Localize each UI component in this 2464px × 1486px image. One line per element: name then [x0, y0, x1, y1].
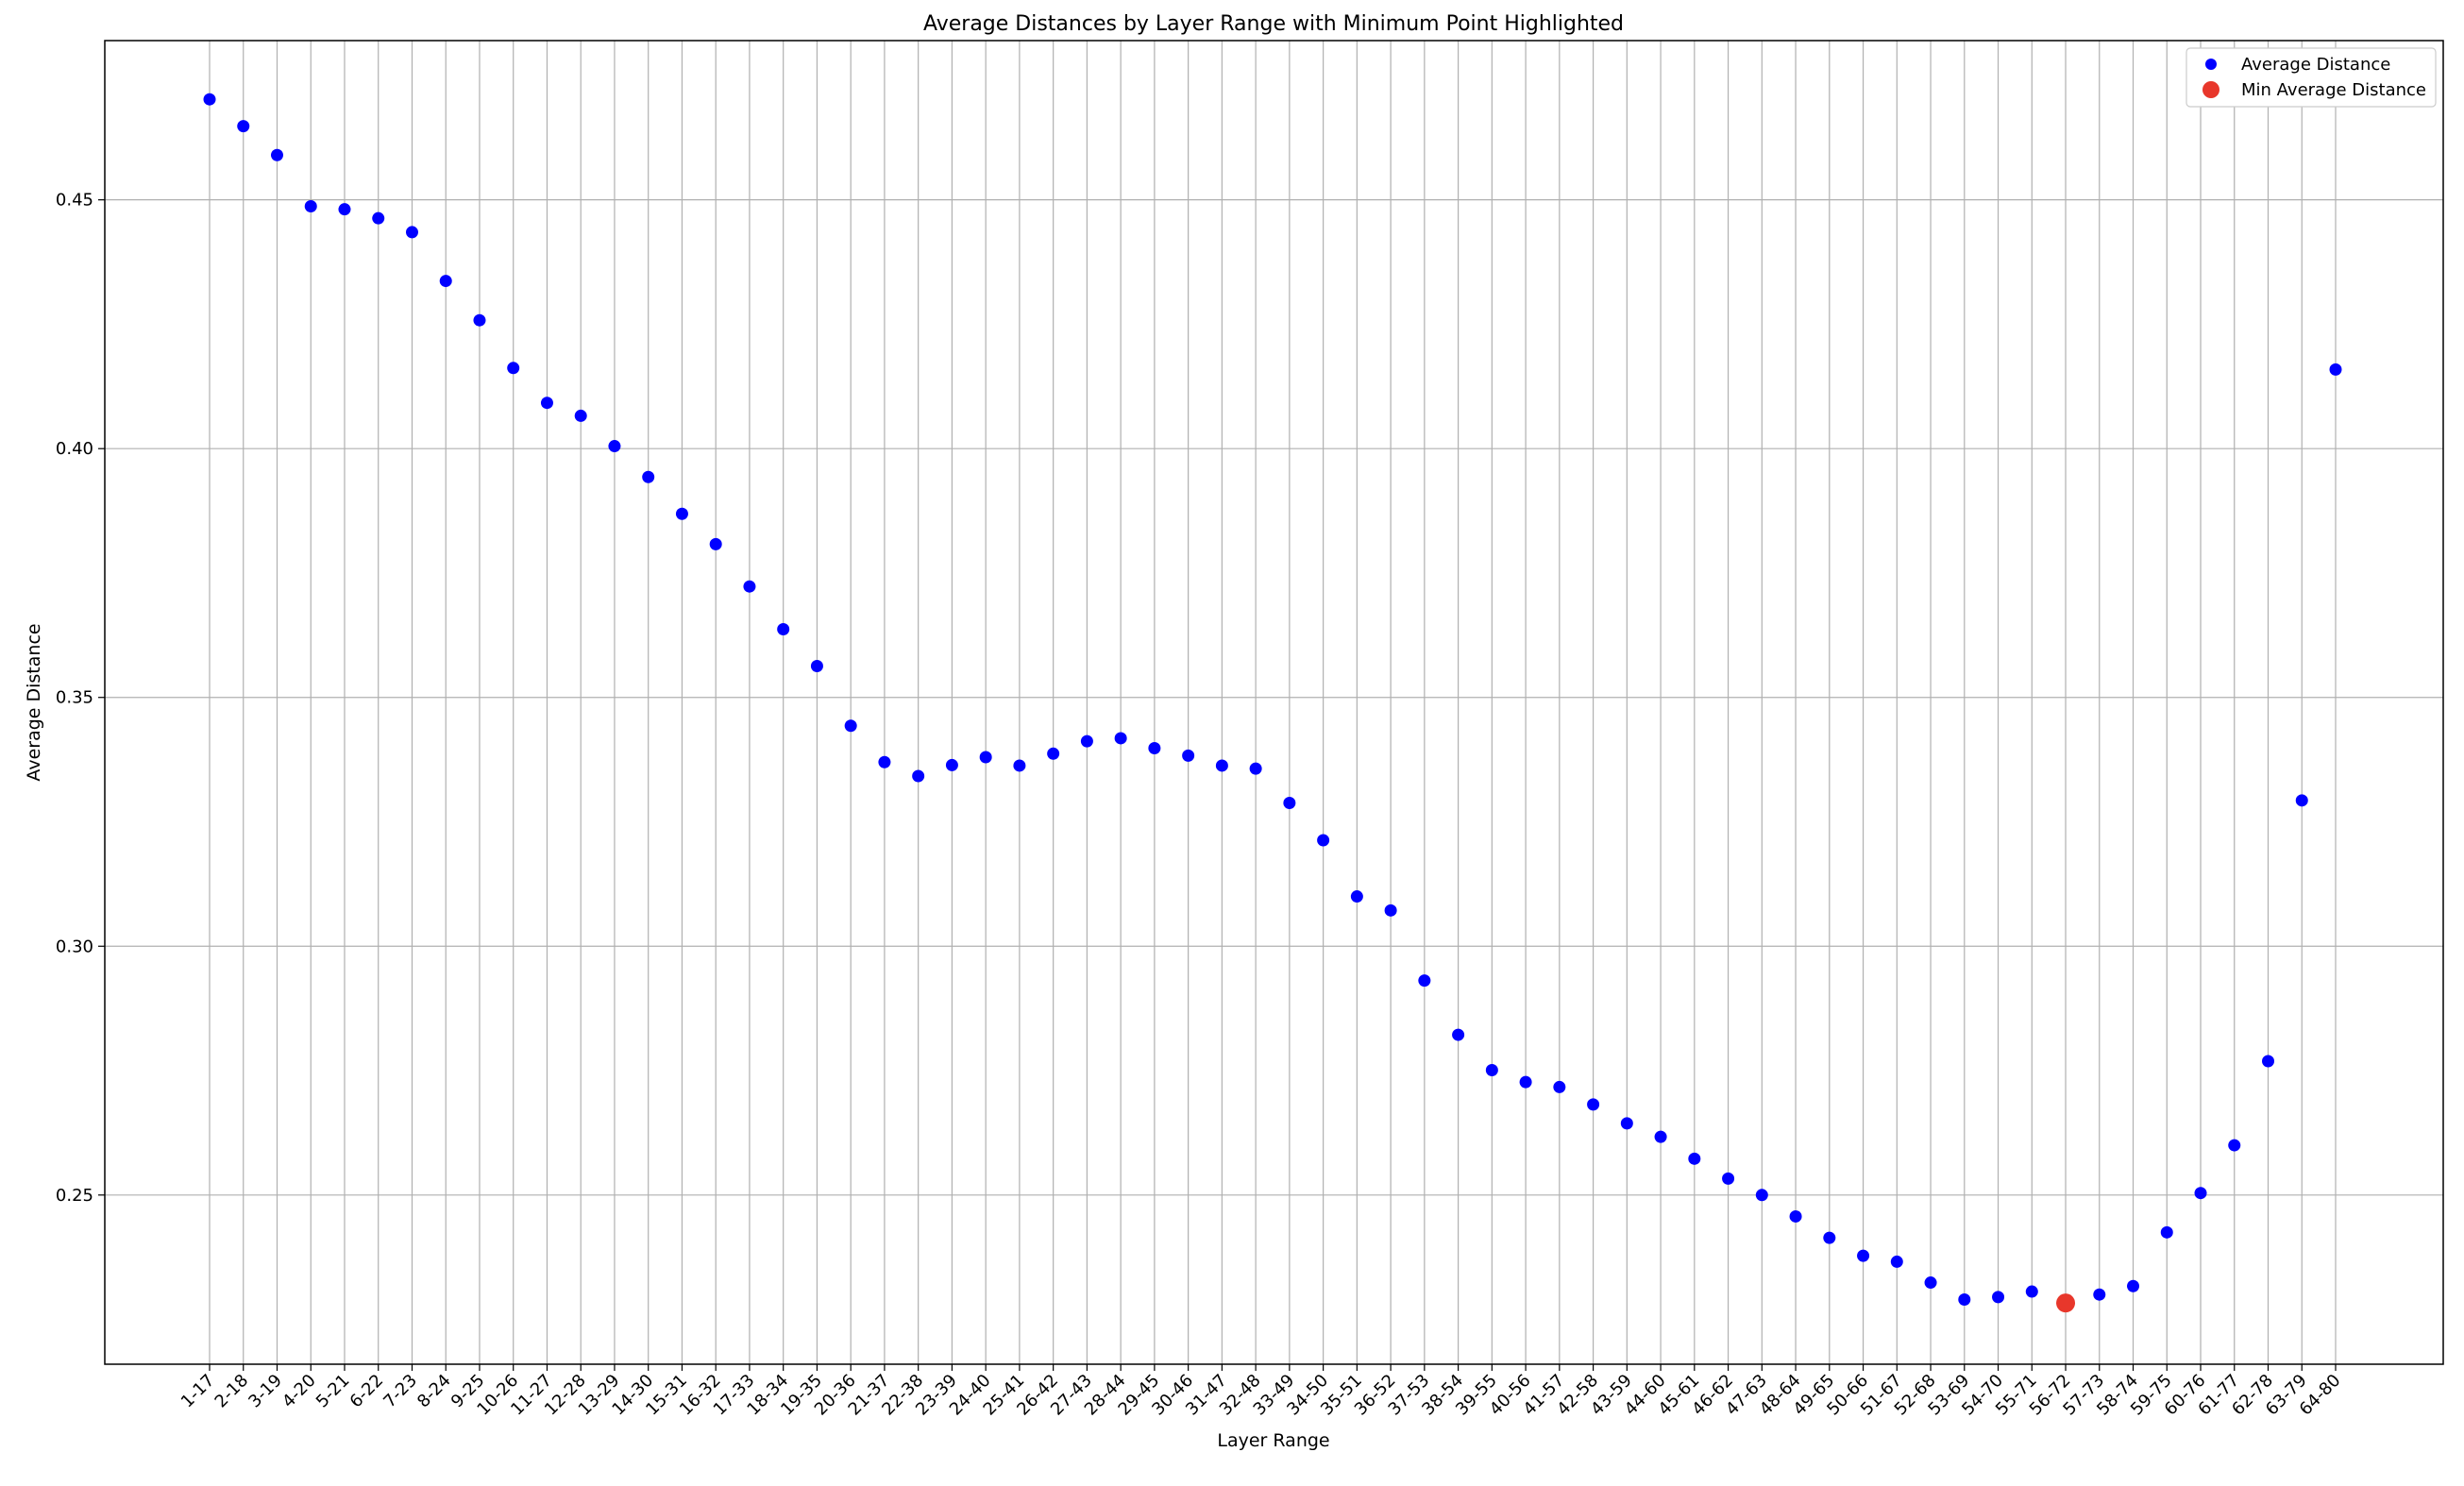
- legend-label-min-average-distance: Min Average Distance: [2241, 80, 2426, 100]
- data-point: [1350, 890, 1363, 903]
- data-point: [608, 440, 621, 453]
- data-point: [372, 211, 385, 225]
- data-point: [1924, 1276, 1937, 1290]
- data-point: [1013, 759, 1026, 772]
- data-point: [777, 623, 790, 636]
- data-point: [2025, 1285, 2038, 1298]
- data-point: [1452, 1028, 1465, 1041]
- data-point: [1215, 759, 1228, 772]
- data-point: [1857, 1249, 1870, 1262]
- data-point: [1587, 1098, 1600, 1111]
- data-point: [1418, 974, 1431, 988]
- data-point: [1317, 834, 1330, 847]
- legend-label-average-distance: Average Distance: [2241, 55, 2390, 75]
- legend-box: [2186, 47, 2437, 108]
- data-point: [2093, 1288, 2106, 1301]
- data-point: [439, 275, 452, 288]
- data-point: [945, 758, 958, 771]
- data-point: [2329, 363, 2342, 376]
- y-tick-label: 0.30: [56, 937, 93, 956]
- data-point: [1553, 1080, 1566, 1093]
- data-point: [338, 203, 351, 216]
- min-data-point: [2056, 1293, 2076, 1313]
- chart-title: Average Distances by Layer Range with Mi…: [923, 12, 1624, 36]
- data-point: [1148, 741, 1161, 754]
- data-point: [912, 769, 925, 783]
- x-axis-label: Layer Range: [1217, 1430, 1329, 1451]
- data-point: [507, 362, 520, 375]
- data-point: [1114, 732, 1127, 745]
- data-point: [473, 313, 486, 327]
- data-point: [1620, 1117, 1633, 1130]
- data-point: [237, 120, 250, 133]
- data-points: [203, 93, 2342, 1313]
- data-point: [405, 226, 418, 239]
- data-point: [709, 537, 722, 550]
- data-point: [1890, 1255, 1903, 1268]
- data-point: [574, 409, 587, 422]
- y-tick-label: 0.25: [56, 1186, 93, 1206]
- data-point: [203, 93, 216, 106]
- data-point: [1958, 1292, 1971, 1306]
- data-point: [675, 507, 688, 520]
- legend-marker-min-average-distance: [2202, 81, 2219, 98]
- data-point: [844, 719, 857, 733]
- data-point: [642, 470, 655, 483]
- y-axis-label: Average Distance: [24, 623, 44, 781]
- data-point: [1249, 762, 1262, 775]
- data-point: [2228, 1139, 2241, 1152]
- y-tick-label: 0.40: [56, 439, 93, 459]
- legend: Average Distance Min Average Distance: [2186, 47, 2437, 108]
- grid: [105, 41, 2443, 1364]
- data-point: [2194, 1187, 2207, 1200]
- y-tick-label: 0.35: [56, 688, 93, 708]
- data-point: [2262, 1055, 2275, 1068]
- data-point: [1182, 749, 1195, 762]
- data-point: [2127, 1279, 2140, 1292]
- data-point: [304, 200, 317, 213]
- data-point: [2160, 1225, 2173, 1239]
- data-point: [1688, 1152, 1701, 1165]
- legend-marker-average-distance: [2205, 59, 2217, 70]
- y-tick-label: 0.45: [56, 191, 93, 211]
- data-point: [2295, 794, 2308, 807]
- plot-frame: [104, 40, 2444, 1365]
- data-point: [540, 397, 553, 410]
- data-point: [1722, 1172, 1735, 1185]
- data-point: [810, 660, 823, 673]
- data-point: [1384, 903, 1397, 917]
- data-point: [1283, 796, 1296, 809]
- data-point: [1789, 1209, 1802, 1223]
- y-axis-ticks: 0.25 0.30 0.35 0.40 0.45: [56, 191, 105, 1206]
- data-point: [1519, 1075, 1532, 1089]
- data-point: [1047, 747, 1060, 760]
- data-point: [979, 751, 992, 764]
- data-point: [270, 148, 283, 161]
- data-point: [1992, 1291, 2005, 1304]
- data-point: [743, 580, 756, 593]
- data-point: [1654, 1130, 1667, 1143]
- data-point: [878, 755, 891, 768]
- data-point: [1755, 1189, 1768, 1202]
- data-point: [1823, 1231, 1836, 1244]
- data-point: [1485, 1064, 1498, 1077]
- data-point: [1080, 735, 1093, 748]
